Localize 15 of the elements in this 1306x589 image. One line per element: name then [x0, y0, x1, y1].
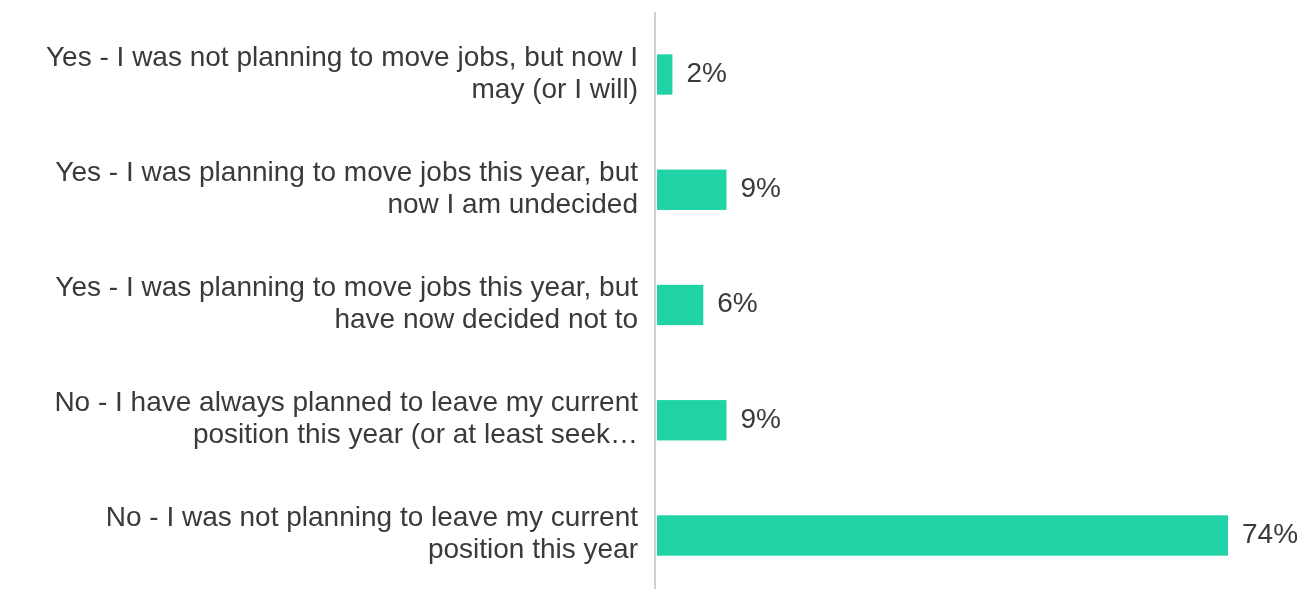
data-label: 9% [740, 172, 781, 204]
y-tick-label: Yes - I was not planning to move jobs, but now I may (or I will) [46, 40, 638, 104]
data-label: 74% [1242, 517, 1299, 549]
bar [657, 515, 1228, 556]
bar [657, 400, 727, 441]
y-tick-label: Yes - I was planning to move jobs this year, but have now decided not to [55, 271, 639, 335]
bar [657, 169, 727, 210]
data-label: 6% [717, 287, 758, 319]
data-label: 9% [740, 402, 781, 434]
y-tick-label: Yes - I was planning to move jobs this year, but now I am undecided [55, 156, 639, 220]
data-label: 2% [686, 56, 727, 88]
bar [657, 54, 673, 95]
y-tick-label: No - I was not planning to leave my current position this year [105, 501, 639, 565]
y-tick-label: No - I have always planned to leave my current position this year (or at least seek… [54, 386, 639, 450]
bar [657, 284, 704, 326]
